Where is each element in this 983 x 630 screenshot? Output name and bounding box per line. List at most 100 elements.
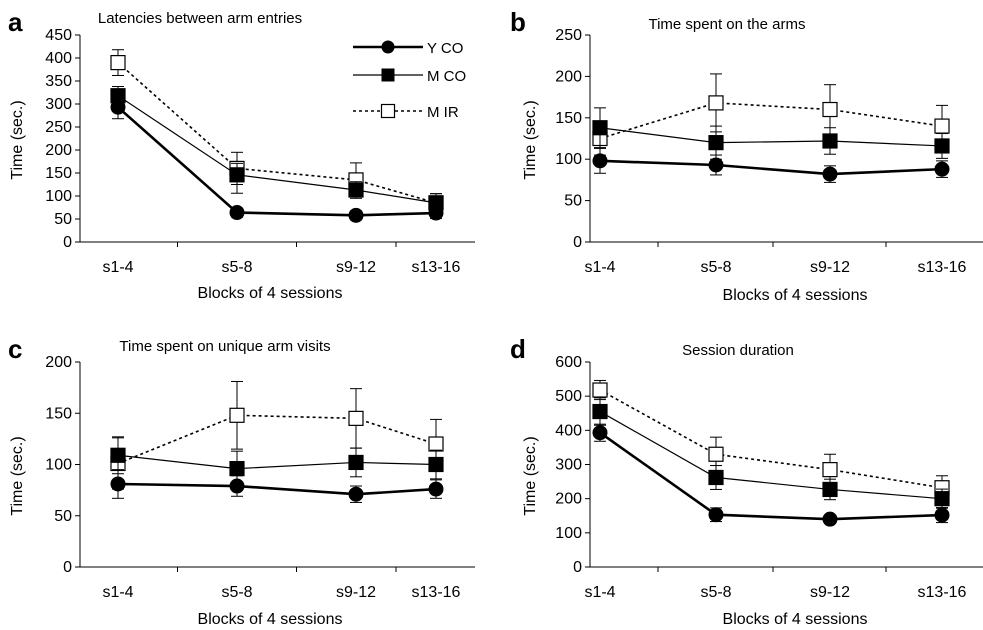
panel-d-series-y-co	[592, 423, 950, 527]
panel-d-point-y-co	[934, 507, 950, 523]
panel-b-line-y-co	[599, 159, 943, 176]
panel-a: a Latencies between arm entries Time (se…	[8, 7, 475, 302]
panel-d-point-y-co	[592, 425, 608, 441]
panel-c-point-y-co	[348, 486, 364, 502]
panel-d-x-tick-label: s1-4	[584, 584, 615, 601]
panel-a-marks	[110, 49, 444, 223]
panel-c-title: Time spent on unique arm visits	[119, 338, 330, 355]
panel-b-x-tick-label: s13-16	[918, 259, 967, 276]
panel-a-y-tick-label: 400	[45, 50, 72, 67]
panel-b-y-tick-label: 0	[573, 234, 582, 251]
panel-a-xlabel: Blocks of 4 sessions	[198, 285, 343, 302]
panel-d-point-m-ir	[708, 446, 724, 462]
panel-d-y-tick-label: 500	[555, 388, 582, 405]
panel-c-series-m-co	[110, 436, 444, 487]
panel-a-point-y-co	[348, 207, 364, 223]
panel-b-point-m-ir	[822, 101, 838, 118]
panel-c-point-m-ir	[428, 436, 444, 452]
panel-c-point-m-ir	[229, 407, 245, 423]
panel-c-ylabel: Time (sec.)	[9, 436, 26, 515]
panel-c-point-y-co	[428, 481, 444, 497]
panel-c-marks	[110, 380, 444, 503]
panel-a-y-tick-label: 150	[45, 165, 72, 182]
panel-d-x-tick-label: s9-12	[810, 584, 850, 601]
panel-b-point-y-co	[708, 157, 724, 173]
panel-d: d Session duration Time (sec.) Blocks of…	[510, 334, 983, 628]
panel-c-point-m-co	[110, 447, 126, 463]
panel-b-series-y-co	[592, 147, 950, 183]
panel-c-xlabel: Blocks of 4 sessions	[198, 611, 343, 628]
panel-b-point-y-co	[822, 166, 838, 182]
panel-c-x-tick-label: s5-8	[221, 584, 252, 601]
panel-b-y-tick-label: 50	[564, 193, 582, 210]
panel-b-point-y-co	[934, 161, 950, 177]
panel-b-title: Time spent on the arms	[648, 16, 805, 33]
panel-b-x-tick-label: s1-4	[584, 259, 615, 276]
panel-a-y-tick-label: 250	[45, 119, 72, 136]
panel-d-ylabel: Time (sec.)	[522, 436, 539, 515]
panel-a-point-m-co	[229, 167, 245, 183]
panel-d-y-tick-label: 400	[555, 422, 582, 439]
panel-b-point-m-co	[934, 138, 950, 154]
panel-c-y-tick-label: 100	[45, 457, 72, 474]
panel-a-y-tick-label: 350	[45, 73, 72, 90]
panel-label-a: a	[8, 7, 23, 37]
panel-c-point-y-co	[110, 476, 126, 492]
panel-c-line-m-ir	[117, 414, 437, 465]
panel-c-line-y-co	[117, 482, 437, 496]
panel-c-series-m-ir	[110, 380, 444, 490]
panel-b-series-m-co	[592, 107, 950, 160]
panel-b-line-m-ir	[599, 102, 943, 140]
panel-a-x-tick-label: s13-16	[412, 259, 461, 276]
legend-item-m-ir: M IR	[353, 103, 459, 121]
panel-c-x-tick-label: s1-4	[102, 584, 133, 601]
panel-c-x-tick-label: s9-12	[336, 584, 376, 601]
panel-b-y-tick-label: 150	[555, 110, 582, 127]
panel-d-x-tick-label: s13-16	[918, 584, 967, 601]
panel-b-x-tick-label: s9-12	[810, 259, 850, 276]
panel-b-point-m-co	[708, 135, 724, 151]
panel-c-point-m-co	[348, 454, 364, 471]
panel-d-marks	[592, 379, 950, 527]
panel-d-point-m-co	[934, 491, 950, 507]
panel-b: b Time spent on the arms Time (sec.) Blo…	[510, 7, 983, 304]
panel-b-axes: 0 50 100 150 200 250 s1-4 s5-8 s9-12 s13-16	[555, 27, 983, 276]
panel-d-y-tick-label: 100	[555, 525, 582, 542]
legend-item-y-co: Y CO	[353, 40, 463, 57]
panel-a-line-m-ir	[117, 62, 437, 204]
panel-a-y-tick-label: 450	[45, 27, 72, 44]
panel-b-y-tick-label: 250	[555, 27, 582, 44]
panel-a-ylabel: Time (sec.)	[9, 100, 26, 179]
panel-a-x-tick-label: s5-8	[221, 259, 252, 276]
panel-a-point-m-ir	[110, 54, 126, 71]
panel-c-point-m-co	[428, 456, 444, 473]
panel-a-point-y-co	[428, 205, 444, 221]
panel-d-y-tick-label: 200	[555, 491, 582, 508]
panel-b-ylabel: Time (sec.)	[522, 100, 539, 179]
panel-c-y-tick-label: 50	[54, 508, 72, 525]
panel-b-point-m-ir	[708, 95, 724, 111]
panel-b-x-tick-label: s5-8	[700, 259, 731, 276]
panel-d-title: Session duration	[682, 342, 794, 359]
panel-a-y-tick-label: 50	[54, 211, 72, 228]
panel-d-series-m-co	[592, 397, 950, 509]
panel-d-line-m-co	[599, 411, 943, 500]
panel-b-line-m-co	[599, 127, 943, 147]
panel-label-d: d	[510, 334, 526, 364]
panel-c-point-m-ir	[348, 410, 364, 426]
panel-b-point-m-co	[822, 133, 838, 149]
panel-b-series-m-ir	[592, 73, 950, 156]
legend-label-m-co: M CO	[427, 68, 466, 85]
panel-a-x-tick-label: s1-4	[102, 259, 133, 276]
panel-d-point-m-ir	[592, 382, 608, 398]
panel-c-point-m-co	[229, 461, 245, 477]
panel-c: c Time spent on unique arm visits Time (…	[8, 334, 475, 628]
panel-c-x-tick-label: s13-16	[412, 584, 461, 601]
panel-a-series-y-co	[110, 95, 444, 223]
panel-b-point-y-co	[592, 153, 608, 169]
panel-d-line-m-ir	[599, 389, 943, 489]
panel-b-point-m-co	[592, 120, 608, 136]
panel-d-point-m-co	[592, 403, 608, 420]
panel-d-y-tick-label: 600	[555, 354, 582, 371]
panel-a-y-tick-label: 0	[63, 234, 72, 251]
